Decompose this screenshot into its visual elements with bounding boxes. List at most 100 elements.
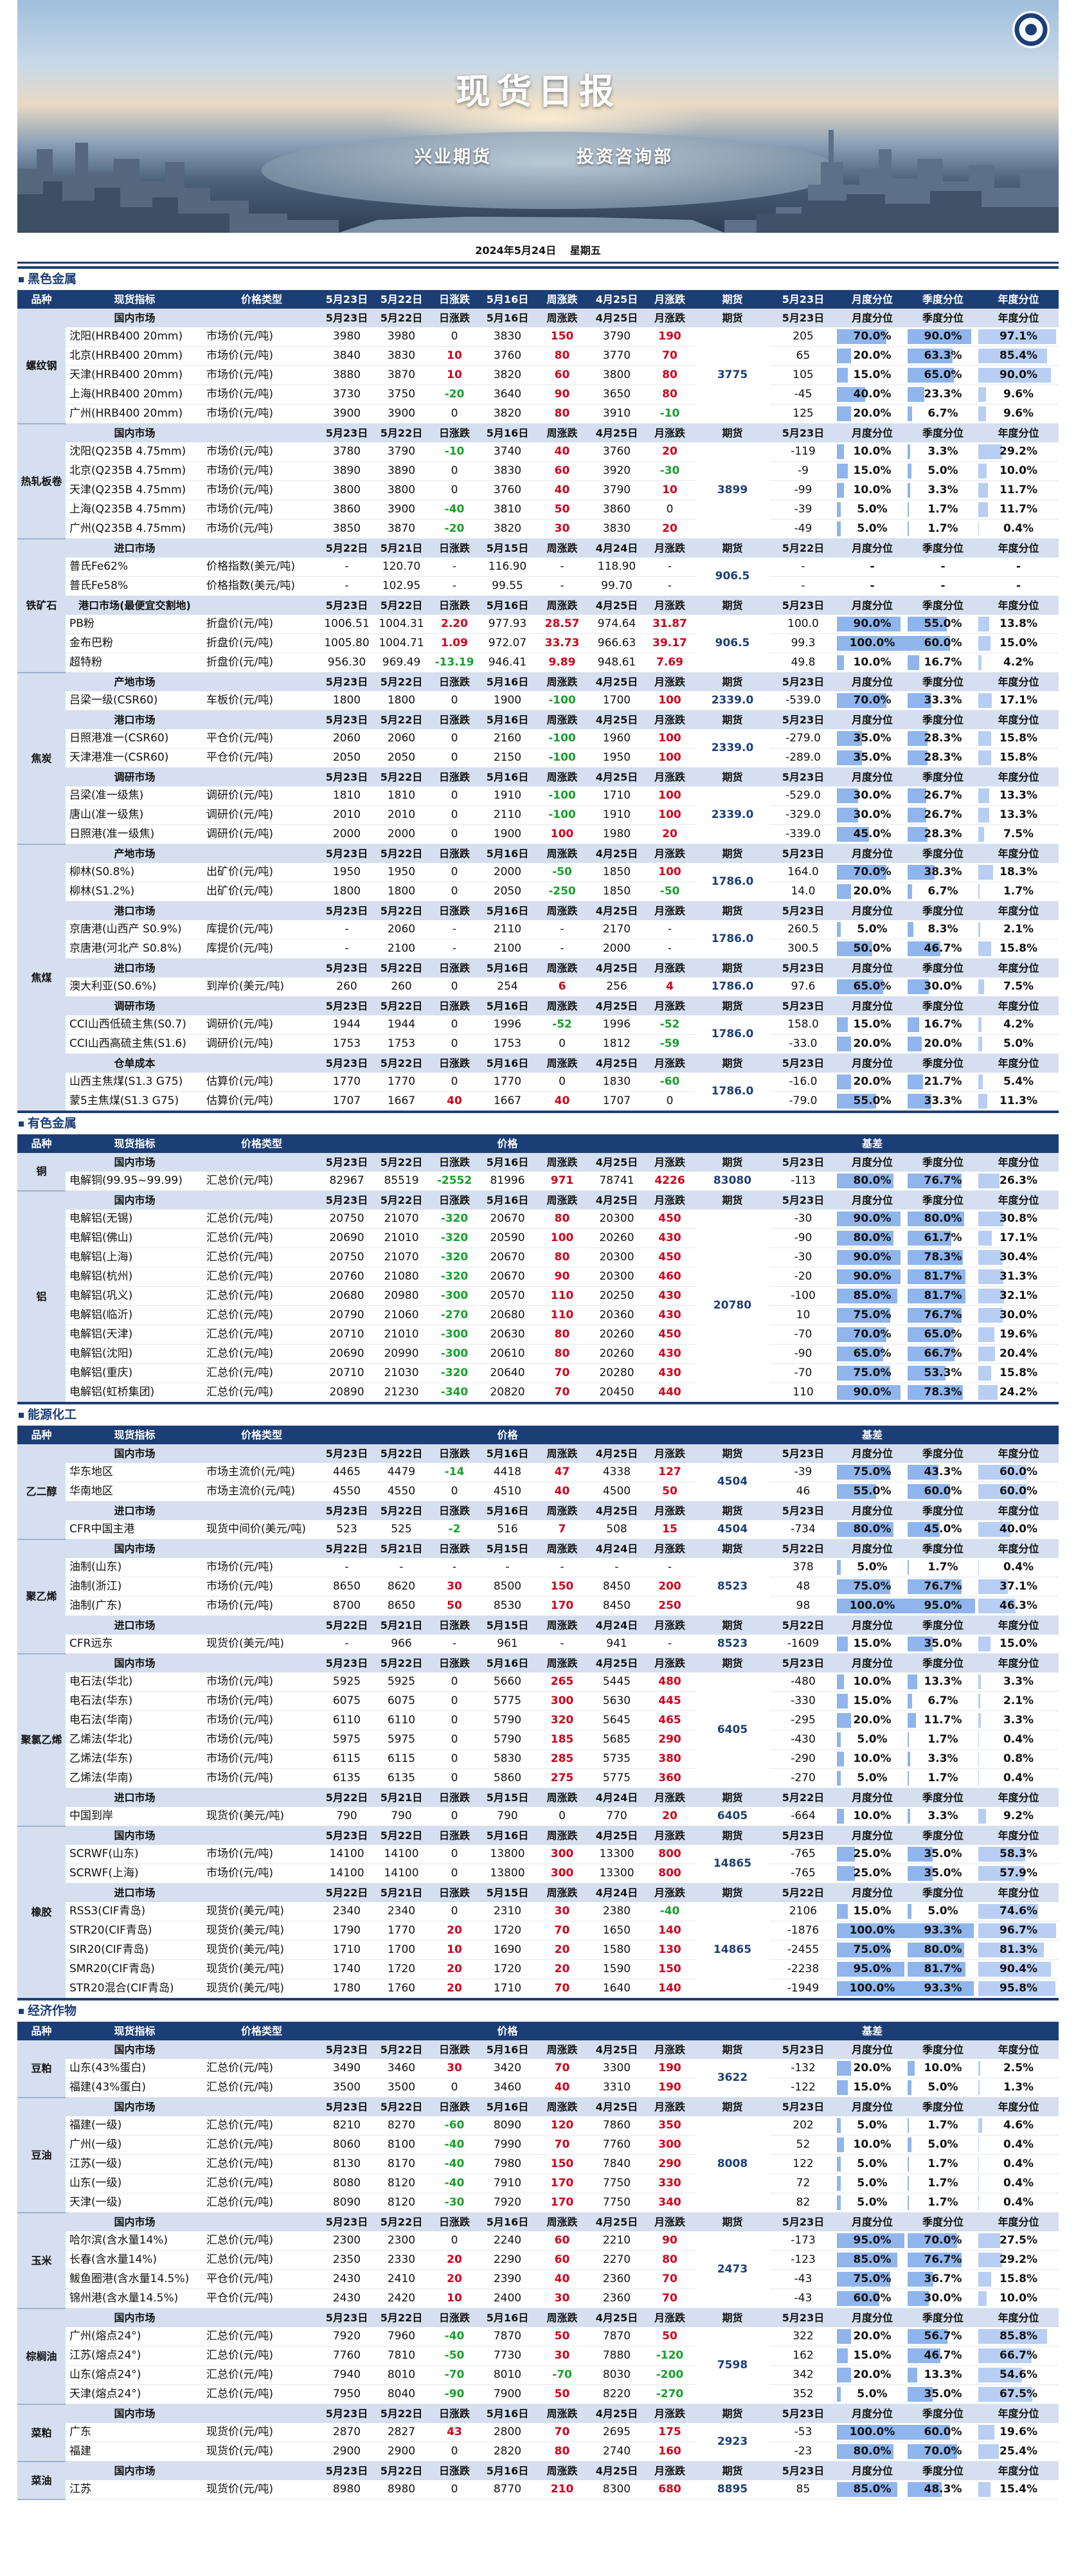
subheader-cell: 5月23日	[769, 844, 837, 863]
percentile-value: 15.8%	[1000, 2272, 1037, 2285]
percentile-value: 5.0%	[928, 1905, 958, 1918]
daily-change: -	[429, 939, 480, 959]
price-prev-week: 3820	[480, 519, 535, 539]
spot-indicator: 油制(浙江)	[66, 1577, 204, 1597]
percentile-fill	[837, 2137, 844, 2152]
commodity-name: 热轧板卷	[17, 423, 66, 540]
subheader-cell	[204, 1826, 319, 1845]
spot-indicator: 天津(熔点24°)	[66, 2384, 204, 2404]
price-prev-week: 2160	[480, 729, 535, 748]
weekly-change: -	[535, 576, 589, 596]
month-percentile: 20.0%	[837, 882, 908, 902]
market-subheader-row: 港口市场 5月23日 5月22日 日涨跌 5月16日 周涨跌 4月25日 月涨跌 期货 5月23日…	[17, 901, 1059, 920]
subheader-cell: 日涨跌	[429, 1615, 480, 1635]
weekly-change: 30	[535, 2346, 589, 2366]
subheader-cell: 5月23日	[769, 2212, 837, 2231]
subheader-cell: 期货	[695, 1788, 769, 1807]
percentile-fill	[978, 2425, 994, 2440]
quarter-percentile: 3.3%	[908, 1807, 978, 1826]
weekly-change: 285	[535, 1749, 589, 1769]
percentile-value: 78.3%	[924, 1251, 962, 1264]
subheader-cell: 期货	[695, 844, 769, 863]
price-prev-day: 5975	[374, 1730, 429, 1750]
daily-change: -320	[429, 1267, 480, 1287]
percentile-fill	[978, 617, 990, 631]
price-prev-week: 1900	[480, 691, 535, 711]
market-subheader-row: 进口市场 5月22日 5月21日 日涨跌 5月15日 周涨跌 4月24日 月涨跌 期货 5月22日…	[17, 1883, 1059, 1902]
percentile-value: 5.0%	[1003, 1037, 1034, 1050]
price-prev-month: 3800	[589, 365, 644, 385]
spot-indicator: 山东(43%蛋白)	[66, 2059, 204, 2078]
price-prev-week: 1690	[480, 1940, 535, 1960]
weekly-change: 70	[535, 2423, 589, 2442]
monthly-change: 0	[644, 1091, 695, 1112]
section-marker-icon	[19, 1412, 24, 1418]
weekly-change: 300	[535, 1691, 589, 1711]
subheader-cell	[204, 901, 319, 920]
basis-value: 352	[769, 2384, 837, 2404]
table-row: SIR20(CIF青岛) 现货价(美元/吨) 1710 1700 10 1690 20 158…	[17, 1940, 1059, 1960]
market-label: 国内市场	[66, 423, 204, 442]
quarter-percentile: -	[908, 558, 978, 577]
subheader-cell: 年度分位	[978, 901, 1059, 920]
subheader-cell	[204, 595, 319, 615]
column-header: 周涨跌	[535, 290, 589, 309]
percentile-value: 81.7%	[924, 1963, 962, 1975]
futures-price: 14865	[695, 1845, 769, 1883]
column-header	[374, 2022, 429, 2040]
price-prev-month: 256	[589, 977, 644, 997]
subheader-cell: 年度分位	[978, 1053, 1059, 1073]
table-row: 沈阳(HRB400 20mm) 市场价(元/吨) 3980 3980 0 3830 150 3…	[17, 327, 1059, 424]
quarter-percentile: 76.7%	[908, 1577, 978, 1597]
weekly-change: 40	[535, 2269, 589, 2289]
price-prev-week: 3460	[480, 2078, 535, 2098]
percentile-fill	[908, 1347, 955, 1361]
percentile-value: 11.7%	[1000, 484, 1037, 496]
commodity-name: 螺纹钢	[17, 309, 66, 424]
percentile-value: 70.0%	[853, 1328, 892, 1341]
table-row: 电解铝(无锡) 汇总价(元/吨) 20750 21070 -320 20670 80 2030…	[17, 1210, 1059, 1404]
percentile-fill	[837, 2118, 841, 2133]
market-label: 国内市场	[66, 309, 204, 327]
price-prev-month: 1850	[589, 863, 644, 882]
subheader-cell: 5月22日	[769, 1539, 837, 1558]
price-type: 市场主流价(元/吨)	[204, 1482, 319, 1501]
daily-change: 0	[429, 1073, 480, 1092]
percentile-value: 6.7%	[928, 885, 958, 898]
price-type: 现货价(美元/吨)	[204, 1979, 319, 2000]
year-percentile: 0.4%	[978, 2173, 1059, 2193]
percentile-value: 90.0%	[853, 1386, 892, 1399]
subheader-cell: 5月22日	[319, 1883, 374, 1902]
percentile-value: 28.3%	[924, 751, 962, 764]
percentile-fill	[837, 1962, 904, 1977]
subheader-cell: 月涨跌	[644, 1883, 695, 1902]
weekly-change: 170	[535, 2193, 589, 2213]
table-row: 广东 现货价(元/吨) 2870 2827 43 2800 70 2695 175 2923 -53…	[17, 2423, 1059, 2462]
percentile-fill	[837, 731, 862, 746]
daily-change: 10	[429, 2289, 480, 2308]
section-title-text: 经济作物	[28, 2004, 77, 2018]
monthly-change: 100	[644, 729, 695, 748]
price-prev-month: 948.61	[589, 653, 644, 673]
year-percentile: 15.0%	[978, 633, 1059, 653]
percentile-fill	[908, 1037, 922, 1051]
percentile-fill	[978, 387, 986, 402]
percentile-value: 90.0%	[853, 1251, 892, 1264]
price-prev-day: 2060	[374, 729, 429, 748]
percentile-value: 26.3%	[1000, 1174, 1037, 1187]
market-subheader-row: 豆油 国内市场 5月23日 5月22日 日涨跌 5月16日 周涨跌 4月25日 月涨跌 期货 5月2…	[17, 2097, 1059, 2213]
percentile-fill	[908, 2061, 915, 2076]
basis-value: -43	[769, 2289, 837, 2308]
subheader-cell: 4月24日	[589, 1788, 644, 1807]
percentile-fill	[908, 2233, 957, 2248]
spot-indicator: CFR远东	[66, 1635, 204, 1654]
price-prev-week: 2000	[480, 863, 535, 882]
monthly-change: -	[644, 576, 695, 596]
subheader-cell: 月度分位	[837, 2212, 908, 2231]
percentile-fill	[978, 1866, 1025, 1881]
subheader-cell: 日涨跌	[429, 901, 480, 920]
price-prev-week: 1720	[480, 1921, 535, 1941]
price-prev-week: 254	[480, 977, 535, 997]
spot-indicator: 日照港准一(CSR60)	[66, 729, 204, 748]
table-row: 福建(43%蛋白) 汇总价(元/吨) 3500 3500 0 3460 40 3310 190-…	[17, 2078, 1059, 2098]
